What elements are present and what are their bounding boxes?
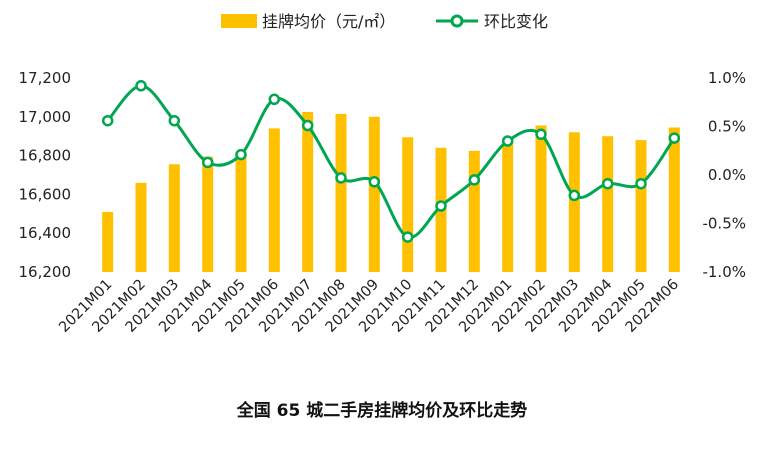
- right-tick-label: 0.5%: [708, 118, 746, 136]
- mom-point-2022M01: [501, 135, 514, 147]
- left-axis-ticks: 16,200 16,400 16,600 16,800 17,000 17,200: [19, 69, 72, 281]
- chart-title: 全国 65 城二手房挂牌均价及环比走势: [236, 400, 528, 421]
- bar-2022M04: [602, 136, 614, 272]
- mom-point-2021M10: [401, 231, 414, 243]
- line-series: [101, 80, 681, 243]
- bar-2021M05: [235, 152, 247, 272]
- right-tick-label: 1.0%: [708, 69, 746, 87]
- bar-2022M01: [502, 139, 514, 272]
- mom-point-2021M04: [201, 156, 214, 169]
- mom-point-2022M06: [668, 132, 681, 144]
- left-tick-label: 17,200: [19, 69, 72, 87]
- right-tick-label: -1.0%: [702, 263, 746, 281]
- mom-point-2021M03: [168, 114, 181, 127]
- mom-point-2021M11: [435, 200, 447, 212]
- legend-swatch-price: [221, 14, 257, 28]
- bar-2021M01: [102, 211, 114, 272]
- bar-2021M12: [468, 150, 480, 273]
- mom-point-2021M05: [235, 148, 247, 161]
- bar-2021M04: [202, 156, 214, 272]
- right-tick-label: 0.0%: [708, 166, 746, 184]
- bar-2022M05: [635, 140, 647, 272]
- mom-point-2022M02: [535, 128, 547, 141]
- legend: 挂牌均价（元/㎡） 环比变化: [221, 12, 548, 31]
- mom-point-2021M07: [301, 119, 314, 132]
- bar-2021M06: [268, 128, 280, 272]
- legend-label-mom: 环比变化: [484, 12, 548, 31]
- bar-2022M03: [568, 132, 580, 272]
- legend-label-price: 挂牌均价（元/㎡）: [262, 12, 395, 31]
- left-tick-label: 16,200: [19, 263, 72, 281]
- mom-point-2022M05: [635, 177, 647, 190]
- left-tick-label: 17,000: [19, 108, 72, 126]
- mom-point-2021M12: [468, 174, 481, 186]
- mom-point-2021M01: [101, 114, 114, 127]
- legend-swatch-mom-marker: [450, 14, 464, 28]
- mom-point-2021M08: [335, 172, 347, 184]
- left-tick-label: 16,800: [19, 147, 72, 165]
- bar-2022M06: [668, 127, 680, 272]
- bar-2022M02: [535, 125, 547, 272]
- mom-point-2022M04: [601, 177, 614, 190]
- right-axis-ticks: -1.0% -0.5% 0.0% 0.5% 1.0%: [702, 69, 746, 281]
- left-tick-label: 16,600: [19, 185, 72, 203]
- mom-point-2021M02: [135, 80, 147, 92]
- mom-point-2021M09: [368, 176, 381, 188]
- right-tick-label: -0.5%: [702, 215, 746, 233]
- bar-2021M08: [335, 113, 347, 273]
- mom-point-2021M06: [268, 93, 281, 106]
- mom-point-2022M03: [568, 189, 581, 202]
- left-tick-label: 16,400: [19, 224, 72, 242]
- bar-2021M10: [402, 137, 414, 272]
- mom-line-path: [106, 84, 676, 239]
- x-axis-ticks: 2021M012021M022021M032021M042021M052021M…: [56, 277, 682, 336]
- bar-2021M07: [302, 112, 314, 272]
- bar-2021M09: [368, 116, 380, 272]
- bar-2021M03: [168, 164, 180, 272]
- bar-2021M02: [135, 182, 147, 272]
